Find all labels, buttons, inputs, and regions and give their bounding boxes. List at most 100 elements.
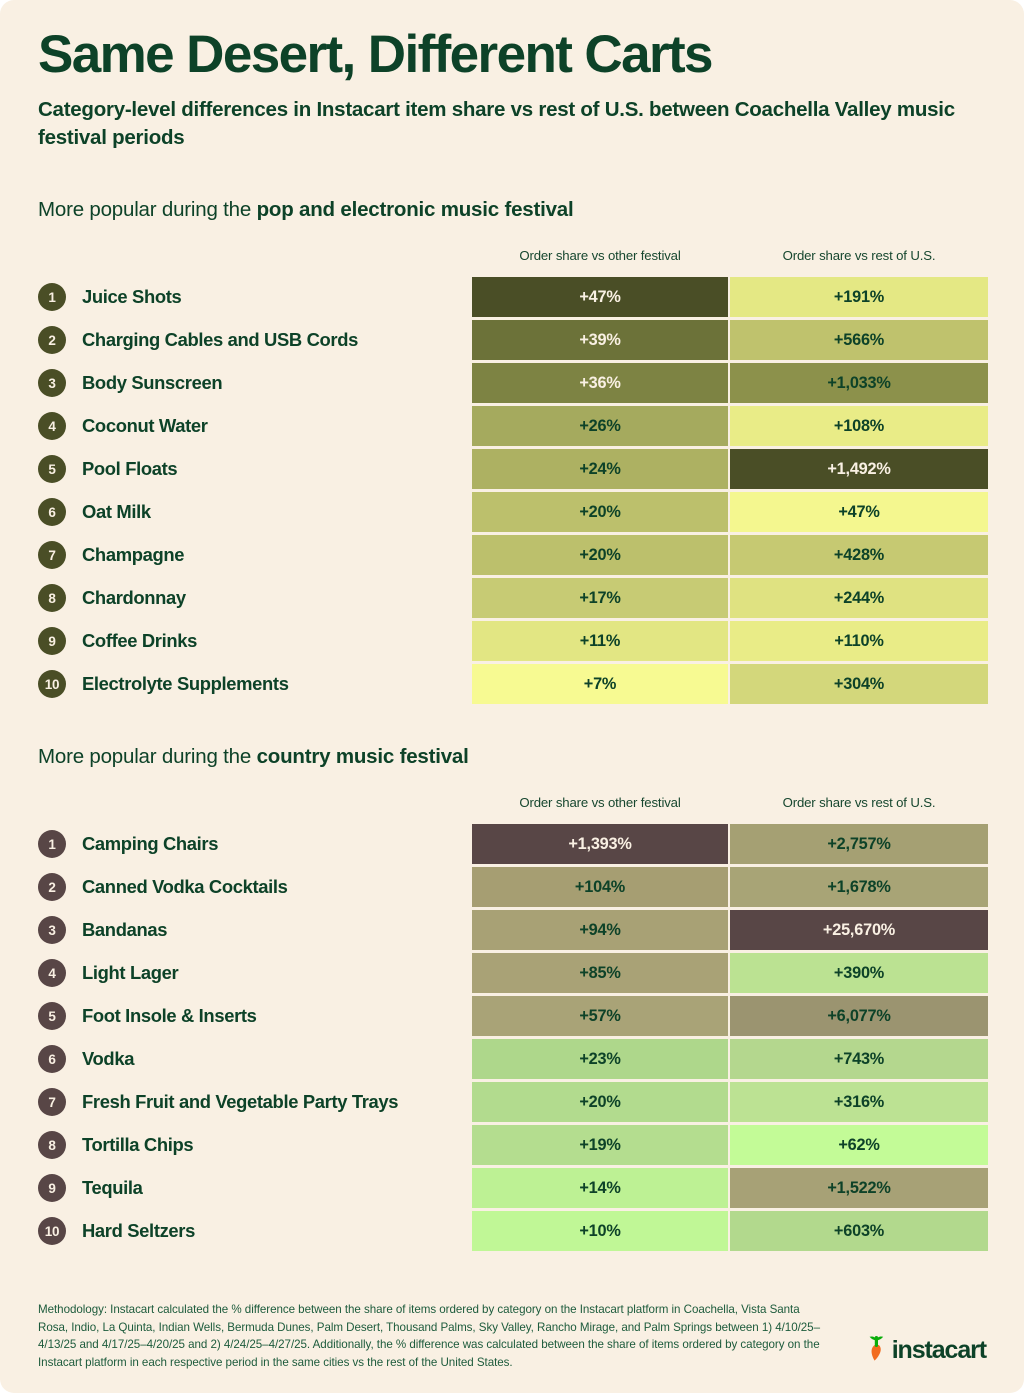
category-label: Tortilla Chips [82, 1134, 194, 1155]
value-cell-vs-other-festival: +57% [472, 996, 728, 1036]
table-row: 2 Canned Vodka Cocktails +104% +1,678% [38, 867, 988, 907]
value-cell-vs-other-festival: +17% [472, 578, 728, 618]
value-cell-vs-other-festival: +14% [472, 1168, 728, 1208]
table-row: 1 Juice Shots +47% +191% [38, 277, 988, 317]
value-cell-vs-other-festival: +7% [472, 664, 728, 704]
value-cell-vs-rest-of-us: +2,757% [730, 824, 988, 864]
category-label: Juice Shots [82, 286, 182, 307]
value-cell-vs-other-festival: +11% [472, 621, 728, 661]
value-cell-vs-other-festival: +104% [472, 867, 728, 907]
rank-badge: 6 [38, 498, 66, 526]
category-label: Light Lager [82, 962, 179, 983]
category-label: Champagne [82, 544, 185, 565]
value-cell-vs-other-festival: +20% [472, 1082, 728, 1122]
header: Same Desert, Different Carts Category-le… [0, 0, 1024, 151]
table-row: 8 Chardonnay +17% +244% [38, 578, 988, 618]
footer: Methodology: Instacart calculated the % … [38, 1301, 987, 1371]
category-label: Fresh Fruit and Vegetable Party Trays [82, 1091, 399, 1112]
instacart-wordmark: instacart [891, 1336, 987, 1364]
rank-badge: 9 [38, 627, 66, 655]
value-cell-vs-rest-of-us: +110% [730, 621, 988, 661]
ranking-table: 1 Camping Chairs +1,393% +2,757% 2 Canned Vod… [38, 824, 988, 1251]
rank-badge: 4 [38, 412, 66, 440]
value-cell-vs-rest-of-us: +47% [730, 492, 988, 532]
value-cell-vs-other-festival: +20% [472, 492, 728, 532]
value-cell-vs-rest-of-us: +244% [730, 578, 988, 618]
rank-badge: 10 [38, 670, 66, 698]
value-cell-vs-other-festival: +47% [472, 277, 728, 317]
category-label: Oat Milk [82, 501, 151, 522]
section-title-emphasis: pop and electronic music festival [256, 198, 574, 221]
value-cell-vs-other-festival: +24% [472, 449, 728, 489]
value-cell-vs-rest-of-us: +1,033% [730, 363, 988, 403]
value-cell-vs-rest-of-us: +1,522% [730, 1168, 988, 1208]
value-cell-vs-other-festival: +85% [472, 953, 728, 993]
table-row: 2 Charging Cables and USB Cords +39% +566% [38, 320, 988, 360]
column-header-vs-rest-of-us: Order share vs rest of U.S. [782, 248, 936, 263]
rank-badge: 5 [38, 1002, 66, 1030]
section-title: More popular during the country music fe… [38, 745, 986, 769]
rank-badge: 8 [38, 1131, 66, 1159]
category-label: Electrolyte Supplements [82, 673, 289, 694]
rank-badge: 3 [38, 369, 66, 397]
category-label: Coconut Water [82, 415, 208, 436]
rank-badge: 5 [38, 455, 66, 483]
rank-badge: 4 [38, 959, 66, 987]
value-cell-vs-rest-of-us: +603% [730, 1211, 988, 1251]
value-cell-vs-rest-of-us: +304% [730, 664, 988, 704]
value-cell-vs-other-festival: +94% [472, 910, 728, 950]
value-cell-vs-other-festival: +10% [472, 1211, 728, 1251]
value-cell-vs-rest-of-us: +191% [730, 277, 988, 317]
column-header-vs-other-festival: Order share vs other festival [519, 795, 681, 810]
section-title: More popular during the pop and electron… [38, 198, 986, 222]
rank-badge: 10 [38, 1217, 66, 1245]
table-row: 9 Coffee Drinks +11% +110% [38, 621, 988, 661]
value-cell-vs-other-festival: +23% [472, 1039, 728, 1079]
table-row: 7 Fresh Fruit and Vegetable Party Trays +2… [38, 1082, 988, 1122]
table-row: 5 Foot Insole & Inserts +57% +6,077% [38, 996, 988, 1036]
table-row: 4 Light Lager +85% +390% [38, 953, 988, 993]
category-label: Bandanas [82, 919, 168, 940]
value-cell-vs-rest-of-us: +6,077% [730, 996, 988, 1036]
table-row: 6 Oat Milk +20% +47% [38, 492, 988, 532]
section-1: More popular during the pop and electron… [0, 198, 1024, 707]
table-row: 9 Tequila +14% +1,522% [38, 1168, 988, 1208]
carrot-icon [863, 1334, 889, 1367]
rank-badge: 2 [38, 326, 66, 354]
rank-badge: 1 [38, 283, 66, 311]
value-cell-vs-rest-of-us: +62% [730, 1125, 988, 1165]
methodology-note: Methodology: Instacart calculated the % … [38, 1303, 820, 1369]
section-title-prefix: More popular during the [38, 745, 257, 768]
rank-badge: 3 [38, 916, 66, 944]
category-label: Camping Chairs [82, 833, 219, 854]
instacart-logo: instacart [863, 1334, 987, 1371]
rank-badge: 1 [38, 830, 66, 858]
rank-badge: 8 [38, 584, 66, 612]
value-cell-vs-other-festival: +1,393% [472, 824, 728, 864]
column-header-vs-other-festival: Order share vs other festival [519, 248, 681, 263]
value-cell-vs-rest-of-us: +25,670% [730, 910, 988, 950]
column-headers: Order share vs other festival Order share… [38, 795, 986, 817]
table-row: 7 Champagne +20% +428% [38, 535, 988, 575]
value-cell-vs-rest-of-us: +566% [730, 320, 988, 360]
category-label: Body Sunscreen [82, 372, 223, 393]
value-cell-vs-other-festival: +20% [472, 535, 728, 575]
rank-badge: 6 [38, 1045, 66, 1073]
value-cell-vs-rest-of-us: +1,678% [730, 867, 988, 907]
section-title-emphasis: country music festival [256, 745, 469, 768]
value-cell-vs-rest-of-us: +390% [730, 953, 988, 993]
ranking-table: 1 Juice Shots +47% +191% 2 Charging Cables an… [38, 277, 988, 704]
rank-badge: 7 [38, 541, 66, 569]
value-cell-vs-other-festival: +36% [472, 363, 728, 403]
value-cell-vs-other-festival: +19% [472, 1125, 728, 1165]
table-row: 5 Pool Floats +24% +1,492% [38, 449, 988, 489]
rank-badge: 9 [38, 1174, 66, 1202]
column-headers: Order share vs other festival Order share… [38, 248, 986, 270]
value-cell-vs-rest-of-us: +743% [730, 1039, 988, 1079]
section-2: More popular during the country music fe… [0, 745, 1024, 1254]
category-label: Foot Insole & Inserts [82, 1005, 257, 1026]
table-row: 6 Vodka +23% +743% [38, 1039, 988, 1079]
rank-badge: 7 [38, 1088, 66, 1116]
category-label: Chardonnay [82, 587, 186, 608]
